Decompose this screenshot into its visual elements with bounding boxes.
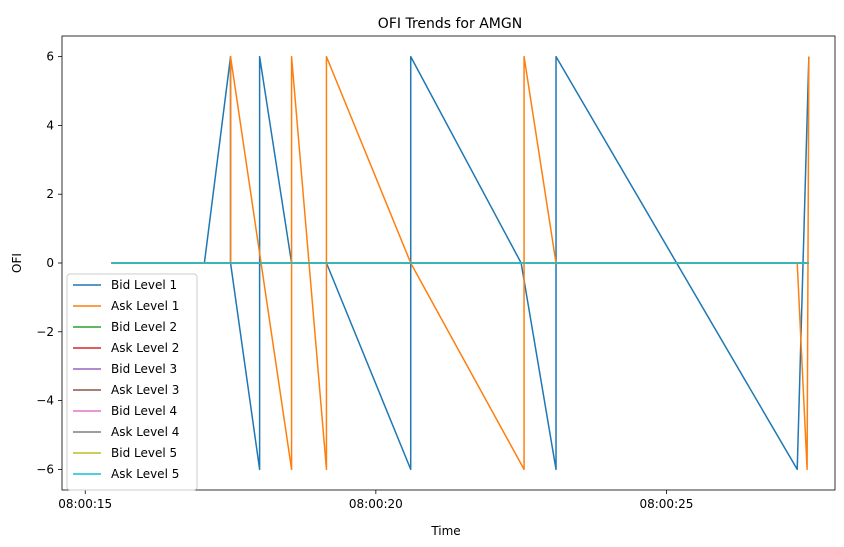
legend-entry: Ask Level 3 [111,383,179,397]
legend-entry: Bid Level 4 [111,404,177,418]
legend: Bid Level 1 Ask Level 1 Bid Level 2 Ask Lev… [66,273,198,491]
y-tick-label: 2 [46,187,54,201]
legend-entry: Bid Level 5 [111,446,177,460]
series-layer [111,55,810,471]
x-axis-title: Time [430,524,460,538]
legend-entry: Bid Level 2 [111,320,177,334]
y-tick-label: −4 [36,394,54,408]
x-tick-label: 08:00:25 [639,497,693,511]
legend-entry: Bid Level 1 [111,278,177,292]
x-axis: 08:00:15 08:00:20 08:00:25 [58,490,693,511]
y-axis-title: OFI [10,253,24,273]
y-tick-label: 4 [46,118,54,132]
legend-entry: Ask Level 4 [111,425,179,439]
legend-entry: Ask Level 5 [111,467,179,481]
chart-title: OFI Trends for AMGN [378,16,522,32]
legend-entry: Ask Level 1 [111,299,179,313]
y-tick-label: −2 [36,325,54,339]
y-tick-label: −6 [36,462,54,476]
y-tick-label: 0 [46,256,54,270]
legend-entry: Ask Level 2 [111,341,179,355]
y-axis: −6 −4 −2 0 2 4 6 [36,50,62,476]
y-tick-label: 6 [46,50,54,64]
x-tick-label: 08:00:15 [58,497,112,511]
legend-entry: Bid Level 3 [111,362,177,376]
legend-box [66,273,198,491]
x-tick-label: 08:00:20 [349,497,403,511]
